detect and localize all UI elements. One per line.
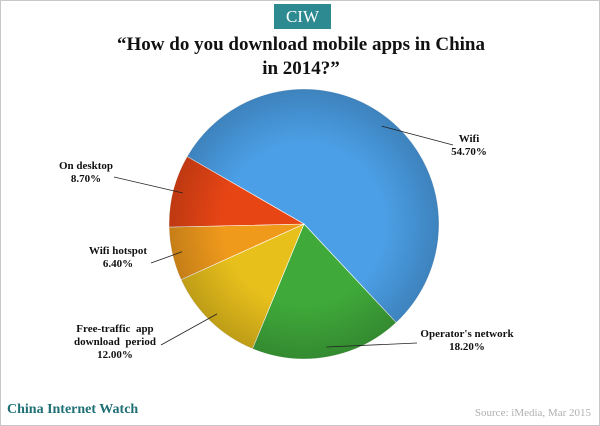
leader-line-on-desktop — [113, 176, 183, 194]
slice-label-free-traffic-app-download-period: Free-traffic app download period 12.00% — [74, 323, 156, 361]
source-note: Source: iMedia, Mar 2015 — [474, 407, 591, 419]
slice-label-wifi-hotspot: Wifi hotspot 6.40% — [89, 245, 148, 270]
chart-title-line-1: “How do you download mobile apps in Chin… — [117, 34, 485, 55]
chart-title-line-2: in 2014?” — [262, 58, 340, 79]
leader-line-free-traffic-app-download-period — [160, 313, 218, 346]
brand-footer: China Internet Watch — [7, 402, 139, 417]
slice-label-on-desktop: On desktop 8.70% — [59, 160, 113, 185]
slice-label-operator-s-network: Operator's network 18.20% — [420, 328, 514, 353]
chart-title: “How do you download mobile apps in Chin… — [81, 33, 521, 81]
slice-label-wifi: Wifi 54.70% — [451, 133, 487, 158]
ciw-badge: CIW — [274, 4, 331, 29]
pie-shading — [169, 89, 439, 359]
leader-line-operator-s-network — [326, 342, 418, 348]
leader-line-wifi-hotspot — [150, 251, 183, 264]
leader-line-wifi — [381, 125, 454, 146]
